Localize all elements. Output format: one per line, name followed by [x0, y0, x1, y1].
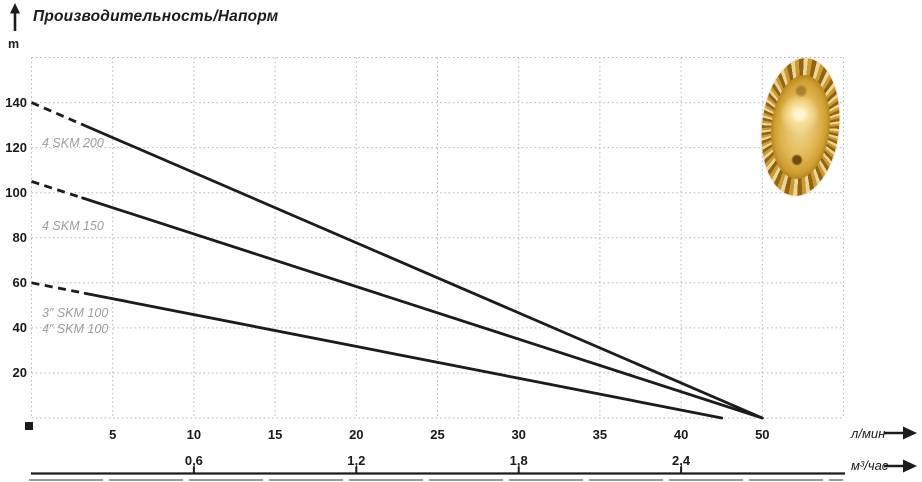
ytick-label: 100: [5, 184, 27, 200]
xtick-label: 35: [592, 427, 608, 442]
grid: [31, 57, 844, 419]
series-label-4skm150: 4 SKM 150: [42, 219, 104, 233]
xtick-label: 50: [755, 427, 770, 442]
x-axis-unit-m3h: м³/час: [851, 458, 889, 473]
pump-curves: [30, 101, 764, 420]
chart-title: Производительность/Напорм: [33, 8, 279, 25]
ytick-label: 40: [12, 319, 27, 335]
origin-square-marker: [25, 422, 33, 430]
ytick-label: 120: [5, 139, 27, 155]
xtick-label: 40: [673, 427, 689, 442]
m3h-axis: [31, 466, 845, 475]
xtick-label: 5: [109, 427, 117, 442]
m3tick-label: 1,8: [509, 453, 528, 468]
series-label-3in-skm100: 3″ SKM 100: [42, 306, 109, 320]
ytick-label: 80: [12, 229, 27, 245]
xtick-label: 20: [349, 427, 364, 442]
right-arrow-icon: [884, 459, 917, 473]
m3tick-label: 2,4: [672, 453, 691, 468]
m3tick-label: 1,2: [347, 453, 366, 468]
xtick-label: 10: [186, 427, 202, 442]
x-axis-unit-lmin: л/мин: [851, 426, 886, 441]
y-axis-arrow-icon: [10, 3, 20, 31]
series-label-4in-skm100: 4″ SKM 100: [42, 322, 109, 336]
xtick-label: 15: [267, 427, 283, 442]
xtick-label: 30: [511, 427, 526, 442]
ytick-label: 20: [12, 364, 27, 380]
y-axis-unit-label: m: [8, 37, 20, 51]
xtick-label: 25: [430, 427, 445, 442]
right-arrow-icon: [884, 426, 917, 440]
ytick-label: 60: [12, 274, 27, 290]
m3tick-label: 0,6: [184, 453, 203, 468]
ytick-label: 140: [5, 94, 27, 110]
series-label-4skm200: 4 SKM 200: [42, 136, 104, 150]
